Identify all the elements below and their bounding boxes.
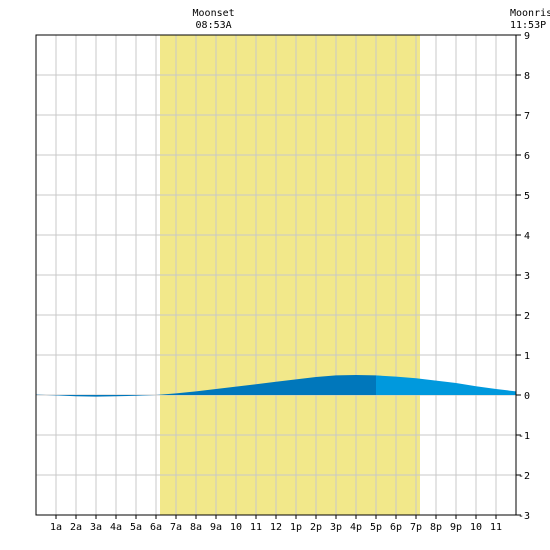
tide-area-falling [376, 375, 516, 395]
x-tick-label: 4a [110, 522, 122, 533]
tide-area [36, 375, 516, 397]
x-tick-label: 7p [410, 522, 422, 533]
y-tick-label: 1 [524, 351, 530, 362]
y-tick-label: 5 [524, 191, 530, 202]
y-tick-label: 4 [524, 231, 530, 242]
x-tick-label: 2a [70, 522, 82, 533]
y-tick-label: 2 [524, 311, 530, 322]
y-tick-label: 6 [524, 151, 530, 162]
x-tick-label: 5p [370, 522, 382, 533]
y-tick-label: -1 [518, 431, 530, 442]
x-tick-label: 4p [350, 522, 362, 533]
x-tick-label: 11 [490, 522, 502, 533]
x-tick-label: 2p [310, 522, 322, 533]
x-tick-label: 9p [450, 522, 462, 533]
y-tick-label: 7 [524, 111, 530, 122]
y-tick-label: -3 [518, 511, 530, 522]
x-tick-label: 10 [470, 522, 482, 533]
x-tick-label: 8a [190, 522, 202, 533]
x-tick-label: 5a [130, 522, 142, 533]
x-tick-label: 3a [90, 522, 102, 533]
x-tick-label: 9a [210, 522, 222, 533]
x-tick-label: 11 [250, 522, 262, 533]
moon-event-time: 08:53A [196, 20, 232, 31]
x-tick-label: 10 [230, 522, 242, 533]
x-tick-label: 8p [430, 522, 442, 533]
x-tick-label: 12 [270, 522, 282, 533]
y-tick-label: -2 [518, 471, 530, 482]
x-tick-label: 6a [150, 522, 162, 533]
x-tick-label: 7a [170, 522, 182, 533]
y-axis: -3 -2 -1 0 1 2 3 4 5 6 7 8 9 [516, 31, 530, 522]
y-tick-label: 0 [524, 391, 530, 402]
x-tick-label: 1a [50, 522, 62, 533]
grid-lines [36, 34, 516, 516]
y-tick-label: 8 [524, 71, 530, 82]
moon-event-time: 11:53P [510, 20, 546, 31]
moon-event-label: Moonrise [510, 8, 550, 19]
moon-event-label: Moonset [193, 8, 235, 19]
y-tick-label: 9 [524, 31, 530, 42]
x-axis: 1a 2a 3a 4a 5a 6a 7a 8a 9a 10 11 12 1p 2p 3p 4p 5p 6p 7p 8p… [50, 515, 502, 533]
x-tick-label: 6p [390, 522, 402, 533]
x-tick-label: 3p [330, 522, 342, 533]
x-tick-label: 1p [290, 522, 302, 533]
y-tick-label: 3 [524, 271, 530, 282]
tide-area-rising [36, 375, 376, 397]
